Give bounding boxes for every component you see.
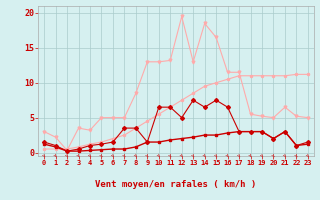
X-axis label: Vent moyen/en rafales ( km/h ): Vent moyen/en rafales ( km/h ) xyxy=(95,180,257,189)
